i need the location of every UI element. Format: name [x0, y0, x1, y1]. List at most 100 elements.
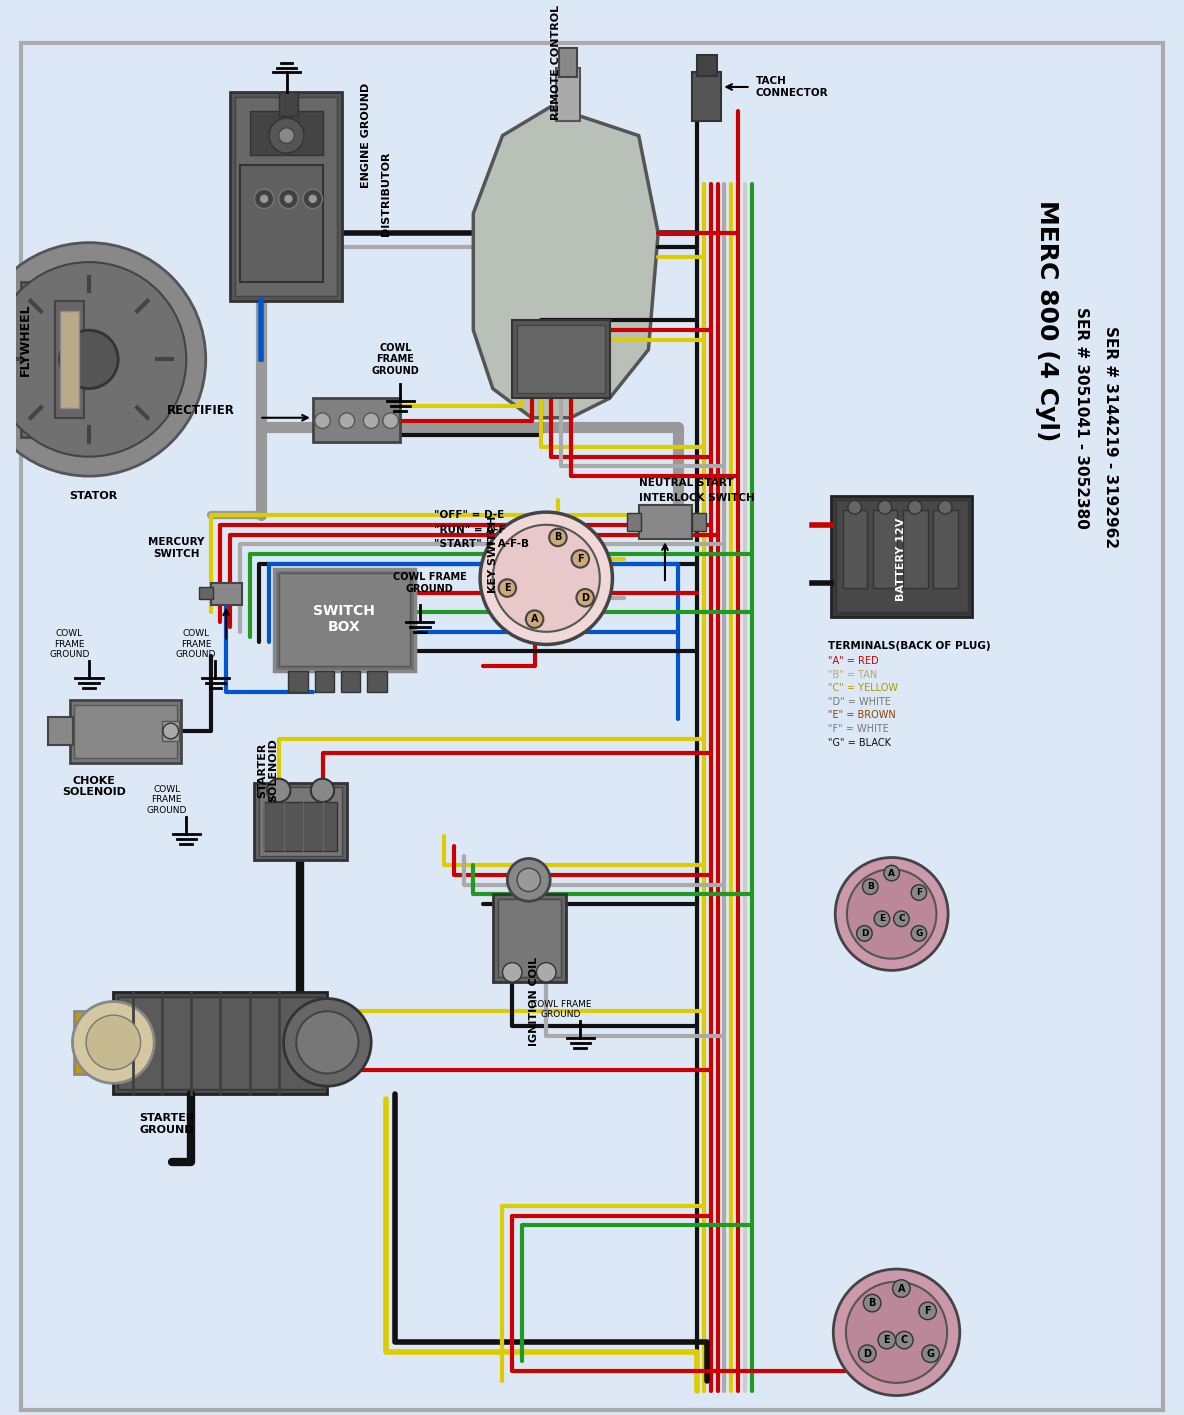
Bar [836, 501, 967, 613]
Circle shape [72, 1002, 154, 1084]
Text: SER # 3144219 - 3192962: SER # 3144219 - 3192962 [1103, 325, 1118, 548]
Circle shape [0, 262, 186, 457]
Text: "E" = BROWN: "E" = BROWN [829, 710, 896, 720]
Bar [628, 514, 641, 531]
Bar [240, 164, 322, 282]
Circle shape [879, 1332, 895, 1348]
Text: NEUTRAL START: NEUTRAL START [638, 478, 733, 488]
Circle shape [858, 1344, 876, 1363]
Text: COWL FRAME
GROUND: COWL FRAME GROUND [393, 572, 466, 594]
Bar [162, 722, 180, 741]
Text: B: B [869, 1298, 876, 1307]
Text: G: G [927, 1348, 934, 1358]
Text: DISTRIBUTOR: DISTRIBUTOR [381, 151, 391, 236]
Bar [199, 587, 213, 599]
Circle shape [259, 194, 269, 204]
Circle shape [517, 869, 540, 891]
Circle shape [847, 869, 937, 959]
Text: KEY SWITCH: KEY SWITCH [488, 515, 497, 593]
Circle shape [508, 859, 551, 901]
Bar [60, 311, 79, 408]
Circle shape [502, 962, 522, 982]
Text: "RUN" = A-F: "RUN" = A-F [435, 525, 506, 535]
Text: COWL
FRAME
GROUND: COWL FRAME GROUND [147, 785, 187, 815]
Text: E: E [504, 583, 510, 593]
Circle shape [163, 723, 179, 739]
Circle shape [919, 1302, 937, 1320]
Circle shape [577, 589, 594, 607]
Circle shape [922, 1344, 939, 1363]
Circle shape [269, 117, 304, 153]
Text: E: E [879, 914, 884, 924]
Circle shape [303, 190, 322, 208]
Circle shape [848, 501, 862, 514]
Bar [289, 671, 308, 692]
Text: G: G [915, 928, 922, 938]
Text: C: C [899, 914, 905, 924]
Text: COWL
FRAME
GROUND: COWL FRAME GROUND [50, 630, 90, 659]
Polygon shape [474, 106, 658, 417]
Circle shape [879, 501, 892, 514]
Bar [70, 700, 181, 763]
Bar [21, 282, 54, 437]
Bar [903, 511, 927, 589]
Bar [493, 894, 566, 982]
Circle shape [894, 911, 909, 927]
Circle shape [315, 413, 330, 429]
Bar [230, 92, 342, 301]
Circle shape [862, 879, 879, 894]
Text: "A" = RED: "A" = RED [829, 657, 879, 666]
Text: REMOTE CONTROL: REMOTE CONTROL [551, 6, 561, 120]
Text: F: F [925, 1306, 931, 1316]
Bar [513, 320, 610, 398]
Bar [75, 705, 176, 758]
Circle shape [912, 884, 927, 900]
Text: F: F [577, 553, 584, 563]
Bar [274, 569, 414, 671]
Bar [697, 55, 716, 76]
Text: STARTER
SOLENOID: STARTER SOLENOID [257, 739, 278, 802]
Text: A: A [888, 869, 895, 877]
Text: "D" = WHITE: "D" = WHITE [829, 696, 892, 708]
Bar [873, 511, 897, 589]
Text: A: A [530, 614, 539, 624]
Circle shape [481, 512, 612, 644]
Bar [118, 996, 322, 1090]
Circle shape [549, 529, 567, 546]
Text: IGNITION COIL: IGNITION COIL [529, 957, 539, 1046]
Text: RECTIFIER: RECTIFIER [167, 405, 234, 417]
Text: "OFF" = D-E: "OFF" = D-E [435, 509, 504, 521]
Circle shape [884, 866, 900, 882]
Text: FLYWHEEL: FLYWHEEL [19, 304, 32, 376]
Bar [234, 96, 337, 296]
Circle shape [339, 413, 354, 429]
Text: TACH
CONNECTOR: TACH CONNECTOR [755, 76, 828, 98]
Bar [250, 112, 322, 156]
Text: COWL FRAME
GROUND: COWL FRAME GROUND [530, 999, 591, 1019]
Text: CHOKE
SOLENOID: CHOKE SOLENOID [62, 775, 126, 798]
Circle shape [382, 413, 398, 429]
Text: D: D [861, 928, 868, 938]
Bar [693, 514, 706, 531]
Text: E: E [883, 1336, 890, 1346]
Text: BATTERY 12V: BATTERY 12V [896, 516, 907, 600]
Circle shape [363, 413, 379, 429]
Circle shape [0, 242, 206, 475]
Circle shape [835, 857, 948, 971]
Bar [933, 511, 958, 589]
Text: "G" = BLACK: "G" = BLACK [829, 737, 892, 747]
Text: "F" = WHITE: "F" = WHITE [829, 724, 889, 734]
Bar [559, 48, 578, 78]
Circle shape [572, 550, 590, 567]
Bar [638, 505, 693, 539]
Bar [54, 301, 84, 417]
Bar [259, 788, 342, 856]
Bar [831, 495, 972, 617]
Text: MERC 800 (4 Cyl): MERC 800 (4 Cyl) [1035, 200, 1060, 441]
Bar [278, 92, 298, 116]
Bar [556, 68, 580, 122]
Text: MERCURY
SWITCH: MERCURY SWITCH [148, 538, 205, 559]
Circle shape [834, 1269, 960, 1395]
Bar [843, 511, 868, 589]
Bar [49, 717, 73, 744]
